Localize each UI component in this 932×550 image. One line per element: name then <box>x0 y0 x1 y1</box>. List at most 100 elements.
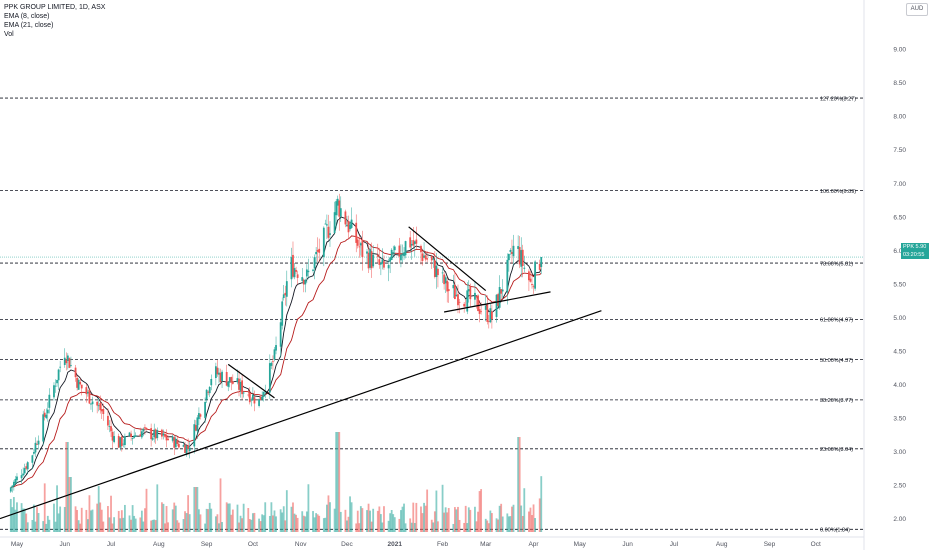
candle-body-100 <box>225 372 228 386</box>
volume-bar-223 <box>489 510 492 532</box>
candle-body-233 <box>511 251 513 255</box>
candle-body-175 <box>387 265 390 269</box>
volume-bar-110 <box>247 508 250 532</box>
candle-body-98 <box>219 372 222 383</box>
candle-body-64 <box>145 427 148 430</box>
indicator-volume[interactable]: Vol <box>4 31 14 38</box>
volume-bar-213 <box>467 507 470 532</box>
volume-bar-238 <box>521 515 524 532</box>
candle-body-101 <box>227 381 230 387</box>
candle-body-142 <box>315 251 318 255</box>
candle-body-79 <box>177 443 180 448</box>
volume-bar-4 <box>16 502 18 532</box>
volume-bar-41 <box>97 486 100 532</box>
volume-bar-126 <box>281 512 284 532</box>
chart-legend: PPK GROUP LIMITED, 1D, ASX EMA (8, close… <box>4 3 105 39</box>
candle-body-176 <box>389 257 392 262</box>
volume-bar-80 <box>182 519 185 532</box>
candle-body-18 <box>46 409 49 414</box>
candle-body-34 <box>80 384 83 389</box>
candle-body-110 <box>247 394 250 396</box>
candle-body-42 <box>99 403 102 411</box>
candle-body-236 <box>518 247 521 265</box>
candle-body-153 <box>338 200 341 217</box>
volume-bar-144 <box>318 515 321 532</box>
volume-bar-197 <box>433 511 436 532</box>
candle-body-210 <box>463 303 466 307</box>
volume-bar-219 <box>480 489 483 532</box>
candle-body-166 <box>367 252 370 269</box>
last-price-tag: PPK 5.90 03:20:55 <box>901 243 929 259</box>
volume-bar-217 <box>477 511 479 532</box>
volume-bar-157 <box>347 516 350 532</box>
indicator-ema-fast[interactable]: EMA (8, close) <box>4 13 50 20</box>
candle-body-122 <box>272 361 274 363</box>
volume-bar-49 <box>113 517 116 532</box>
indicator-ema-slow[interactable]: EMA (21, close) <box>4 22 54 29</box>
candle-body-221 <box>486 304 489 322</box>
candle-body-138 <box>305 269 308 277</box>
candle-body-36 <box>86 391 89 394</box>
x-tick-label-2: Jul <box>107 541 116 548</box>
volume-bar-13 <box>36 507 38 532</box>
volume-bar-202 <box>444 507 447 532</box>
candle-body-0 <box>9 487 12 492</box>
volume-bar-84 <box>188 514 191 532</box>
volume-bar-211 <box>464 505 467 532</box>
volume-bar-38 <box>90 510 92 532</box>
y-tick-label-4: 7.00 <box>893 181 906 188</box>
volume-bar-2 <box>12 497 15 532</box>
volume-bar-24 <box>59 506 62 532</box>
volume-bar-229 <box>501 516 504 532</box>
candle-body-1 <box>11 485 14 488</box>
candle-body-72 <box>164 433 166 437</box>
volume-bar-81 <box>184 511 186 532</box>
volume-bar-88 <box>198 509 200 532</box>
currency-badge[interactable]: AUD <box>906 3 928 16</box>
price-tag-countdown: 03:20:55 <box>903 252 925 258</box>
candle-body-152 <box>336 198 339 206</box>
candle-body-171 <box>378 259 381 265</box>
candle-body-102 <box>228 377 231 383</box>
candle-body-53 <box>122 443 125 445</box>
candle-body-232 <box>509 250 512 252</box>
volume-bar-210 <box>463 522 466 532</box>
volume-bar-129 <box>285 490 288 532</box>
volume-bar-154 <box>339 511 342 532</box>
candle-body-206 <box>454 284 456 300</box>
volume-bar-246 <box>540 476 543 532</box>
volume-bar-189 <box>415 502 418 532</box>
candle-body-144 <box>318 248 321 253</box>
candle-body-214 <box>469 286 472 300</box>
candle-body-209 <box>458 301 461 303</box>
candle-body-133 <box>295 270 297 272</box>
volume-bar-86 <box>194 487 197 532</box>
volume-bar-236 <box>518 437 521 532</box>
volume-bar-130 <box>290 506 293 532</box>
candle-body-231 <box>507 253 510 261</box>
volume-bar-70 <box>161 502 163 532</box>
candle-body-244 <box>534 261 536 289</box>
volume-bar-55 <box>128 515 131 532</box>
volume-bar-182 <box>401 506 404 532</box>
candle-body-222 <box>487 321 490 323</box>
volume-bar-149 <box>329 502 331 532</box>
candle-body-43 <box>100 409 103 412</box>
volume-bar-65 <box>150 520 153 532</box>
volume-bar-97 <box>218 523 220 532</box>
volume-bar-100 <box>225 502 228 532</box>
candle-body-16 <box>43 412 46 417</box>
candle-body-51 <box>119 437 122 448</box>
volume-bar-112 <box>250 519 253 532</box>
volume-bar-119 <box>264 502 267 532</box>
volume-bar-153 <box>338 432 341 532</box>
volume-bar-56 <box>130 519 132 532</box>
candle-body-25 <box>63 357 66 365</box>
candle-body-99 <box>221 371 223 381</box>
candle-body-77 <box>174 438 177 448</box>
volume-bar-94 <box>210 508 213 532</box>
candle-body-195 <box>430 256 433 261</box>
x-tick-label-6: Nov <box>295 541 307 548</box>
candle-body-196 <box>432 258 435 260</box>
